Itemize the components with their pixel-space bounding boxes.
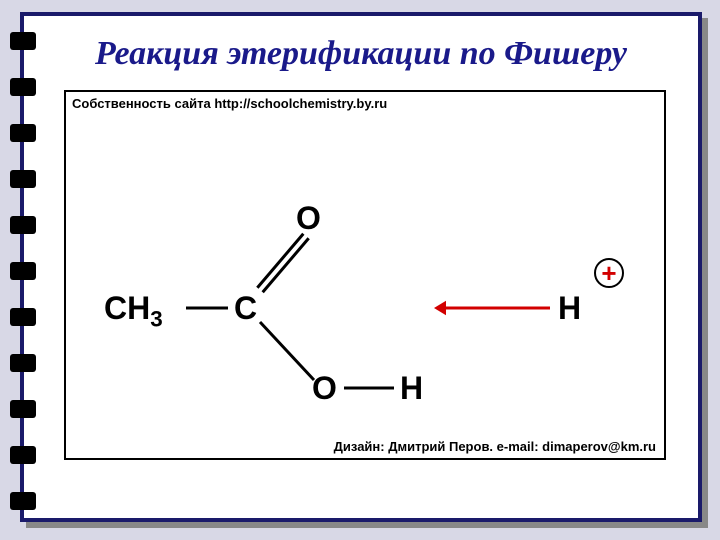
diagram-canvas: Собственность сайта http://schoolchemist… bbox=[64, 90, 666, 460]
spiral-binding bbox=[10, 24, 38, 518]
spiral-ring bbox=[10, 170, 36, 188]
spiral-ring bbox=[10, 124, 36, 142]
spiral-ring bbox=[10, 492, 36, 510]
atom-c: C bbox=[234, 290, 257, 327]
slide-frame: Реакция этерификации по Фишеру Собственн… bbox=[20, 12, 702, 522]
spiral-ring bbox=[10, 78, 36, 96]
spiral-ring bbox=[10, 262, 36, 280]
spiral-ring bbox=[10, 32, 36, 50]
atom-h_plus: H bbox=[558, 290, 581, 327]
spiral-ring bbox=[10, 308, 36, 326]
spiral-ring bbox=[10, 446, 36, 464]
atom-h_bot: H bbox=[400, 370, 423, 407]
spiral-ring bbox=[10, 216, 36, 234]
atom-o_top: O bbox=[296, 200, 321, 237]
spiral-ring bbox=[10, 400, 36, 418]
spiral-ring bbox=[10, 354, 36, 372]
slide-title: Реакция этерификации по Фишеру bbox=[24, 16, 698, 84]
atoms-layer: CH3 C O O H H + bbox=[66, 92, 664, 458]
charge-plus: + bbox=[594, 258, 624, 288]
atom-o_bot: O bbox=[312, 370, 337, 407]
atom-ch3: CH3 bbox=[104, 290, 163, 332]
